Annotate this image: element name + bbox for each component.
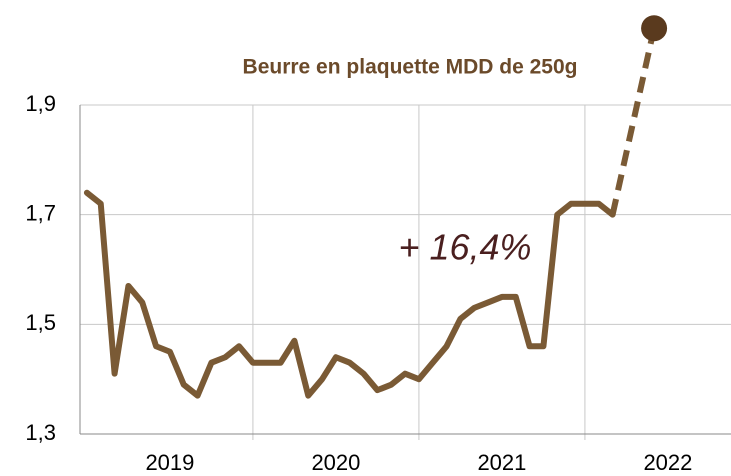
x-tick-label: 2019 — [145, 450, 194, 475]
y-tick-label: 1,3 — [25, 420, 56, 445]
forecast-point — [641, 15, 668, 42]
forecast-line — [609, 27, 658, 216]
price-line — [83, 189, 616, 399]
x-tick-label: 2022 — [643, 450, 692, 475]
x-tick-label: 2021 — [477, 450, 526, 475]
y-tick-label: 1,9 — [25, 91, 56, 116]
annotation: + 16,4% — [398, 227, 531, 268]
y-tick-label: 1,7 — [25, 200, 56, 225]
chart-title: Beurre en plaquette MDD de 250g — [243, 56, 578, 79]
y-tick-label: 1,5 — [25, 310, 56, 335]
x-tick-label: 2020 — [311, 450, 360, 475]
